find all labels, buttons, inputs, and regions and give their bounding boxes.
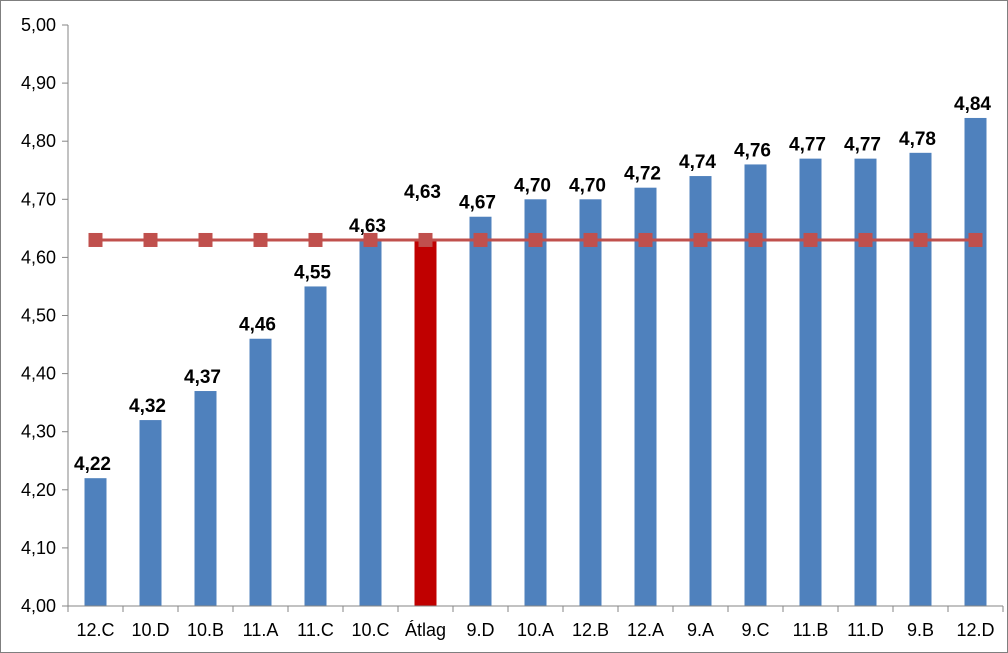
bar: [579, 199, 602, 607]
data-label: 4,70: [569, 175, 606, 196]
bar: [249, 338, 272, 606]
x-tick-label: 11.A: [243, 620, 279, 640]
y-tick-label: 4,40: [21, 364, 56, 384]
data-label: 4,72: [624, 164, 661, 185]
y-tick-label: 4,30: [21, 422, 56, 442]
x-tick-label: 12.B: [572, 620, 609, 640]
data-label: 4,77: [789, 135, 826, 156]
y-tick-label: 4,00: [21, 596, 56, 616]
x-tick-label: 9.C: [741, 620, 769, 640]
bar: [469, 216, 492, 607]
average-marker: [308, 232, 323, 247]
average-marker: [198, 232, 213, 247]
bar: [194, 391, 217, 606]
average-marker: [748, 232, 763, 247]
data-label: 4,32: [129, 396, 166, 417]
y-tick-label: 4,60: [21, 247, 56, 267]
average-marker: [473, 232, 488, 247]
x-tick-label: 11.D: [847, 620, 884, 640]
y-tick-label: 4,90: [21, 73, 56, 93]
average-line-layer: [88, 232, 983, 247]
x-tick-label: 11.C: [297, 620, 334, 640]
data-label: 4,46: [239, 315, 276, 336]
bar: [689, 176, 712, 606]
data-label: 4,84: [954, 94, 991, 115]
bar: [744, 164, 767, 606]
y-tick-label: 4,20: [21, 480, 56, 500]
bar: [909, 152, 932, 606]
average-marker: [693, 232, 708, 247]
y-tick-label: 4,50: [21, 306, 56, 326]
bar: [139, 420, 162, 606]
bar: [854, 158, 877, 606]
data-label: 4,74: [679, 152, 716, 173]
x-tick-label: 12.A: [627, 620, 664, 640]
average-marker: [253, 232, 268, 247]
average-marker: [803, 232, 818, 247]
data-label: 4,76: [734, 140, 771, 161]
axes-layer: 4,00 4,10 4,20 4,30 4,40 4,50 4,60 4,70 4,80 4,90…: [21, 15, 1004, 640]
data-label: 4,55: [294, 262, 331, 283]
x-tick-label: 10.A: [517, 620, 554, 640]
average-marker: [418, 232, 433, 247]
data-label: 4,67: [459, 193, 496, 214]
bar: [634, 187, 657, 606]
data-label: 4,77: [844, 135, 881, 156]
data-label: 4,22: [74, 454, 111, 475]
bar: [524, 199, 547, 607]
x-tick-label: 12.D: [956, 620, 994, 640]
bar: [799, 158, 822, 606]
x-tick-label: Átlag: [405, 620, 446, 640]
average-marker: [143, 232, 158, 247]
average-marker: [968, 232, 983, 247]
data-label: 4,63: [404, 182, 441, 203]
bar: [964, 117, 987, 607]
bar-average: [414, 239, 437, 606]
data-label: 4,78: [899, 129, 936, 150]
labels-layer: 4,22 4,32 4,37 4,46 4,55 4,63 4,63 4,67 4,70 4,70…: [74, 94, 991, 475]
x-tick-label: 10.D: [131, 620, 169, 640]
y-tick-label: 4,80: [21, 131, 56, 151]
data-label: 4,37: [184, 367, 221, 388]
x-tick-label: 10.B: [187, 620, 224, 640]
average-marker: [583, 232, 598, 247]
x-tick-label: 11.B: [793, 620, 829, 640]
y-tick-label: 4,70: [21, 189, 56, 209]
bar: [84, 478, 107, 606]
bar: [304, 286, 327, 606]
average-marker: [638, 232, 653, 247]
x-tick-label: 9.B: [907, 620, 934, 640]
x-tick-label: 12.C: [76, 620, 114, 640]
average-marker: [913, 232, 928, 247]
average-marker: [528, 232, 543, 247]
bars-layer: [84, 117, 987, 607]
data-label: 4,63: [349, 216, 386, 237]
bar: [359, 239, 382, 606]
average-marker: [363, 232, 378, 247]
y-tick-label: 5,00: [21, 15, 56, 35]
x-tick-label: 10.C: [351, 620, 389, 640]
x-tick-label: 9.D: [466, 620, 494, 640]
average-marker: [88, 232, 103, 247]
y-tick-label: 4,10: [21, 538, 56, 558]
data-label: 4,70: [514, 175, 551, 196]
x-tick-label: 9.A: [687, 620, 714, 640]
average-marker: [858, 232, 873, 247]
